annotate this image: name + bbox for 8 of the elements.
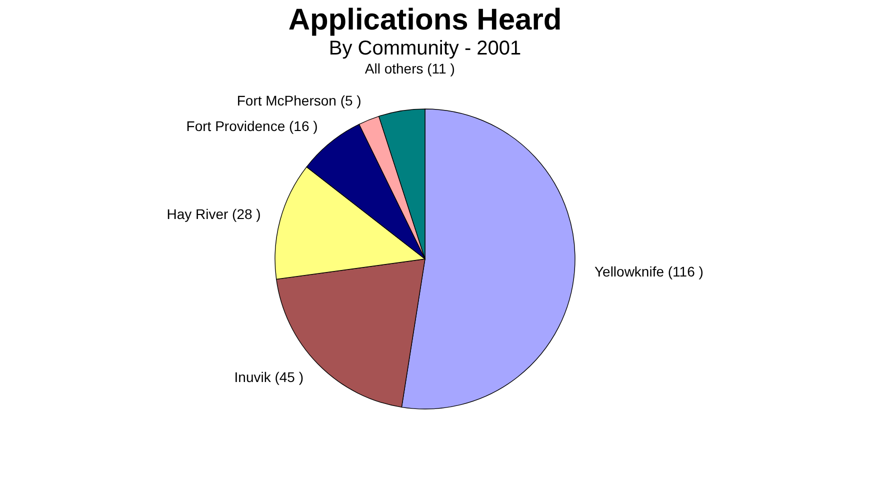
slice-label: Hay River (28 ) bbox=[166, 206, 261, 222]
chart-subtitle: By Community - 2001 bbox=[328, 37, 522, 60]
slice-label: Inuvik (45 ) bbox=[234, 368, 304, 385]
slice-label: All others (11 ) bbox=[364, 60, 455, 76]
chart-title: Applications Heard bbox=[288, 3, 562, 36]
slice-label: Fort Providence (16 ) bbox=[186, 118, 318, 134]
slice-label: Yellowknife (116 ) bbox=[594, 263, 704, 280]
slice-label: Fort McPherson (5 ) bbox=[236, 92, 362, 108]
